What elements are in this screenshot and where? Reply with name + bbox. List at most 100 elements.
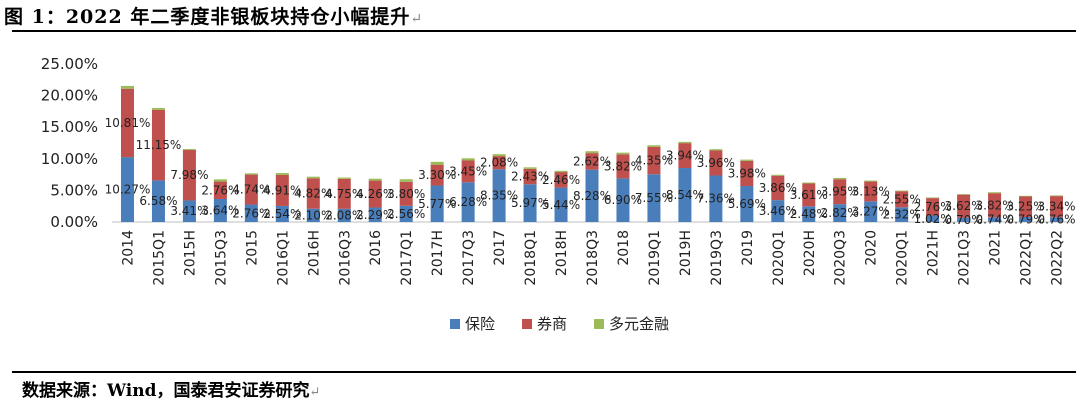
x-tick-label: 2019Q3	[709, 230, 725, 286]
bar-segment	[523, 167, 537, 169]
bar-segment	[368, 207, 382, 222]
data-label: 2.56%	[387, 207, 425, 221]
data-label: 7.36%	[697, 192, 735, 206]
bar-segment	[554, 170, 568, 173]
bar-segment	[492, 154, 506, 157]
data-label: 2.10%	[294, 208, 332, 222]
bar-segment	[213, 181, 227, 199]
bar-segment	[616, 154, 630, 179]
data-label: 2.48%	[790, 207, 828, 221]
x-axis: 2014 2015Q1 2015H 2015Q3 2015 2016Q1 2016H 2016…	[120, 230, 1065, 286]
legend-label: 保险	[465, 315, 495, 333]
data-label: 4.75%	[325, 187, 363, 201]
legend-swatch	[450, 319, 460, 329]
bar-segment	[740, 159, 754, 161]
bar-segment	[120, 88, 134, 158]
data-label: 4.74%	[232, 183, 270, 197]
data-label: 1.02%	[914, 212, 952, 226]
return-mark-icon: ↵	[410, 11, 424, 27]
data-label: 3.61%	[790, 188, 828, 202]
bar-segment	[957, 194, 971, 195]
bar-segment	[306, 178, 320, 209]
bar-segment	[337, 178, 351, 209]
bar-segment	[895, 191, 909, 208]
bar-segment	[244, 204, 258, 222]
data-label: 10.27%	[105, 183, 151, 197]
data-label: 8.28%	[573, 189, 611, 203]
bar-segment	[399, 181, 413, 206]
bar-segment	[647, 145, 661, 147]
bar-segment	[926, 198, 940, 216]
data-label: 6.28%	[449, 195, 487, 209]
data-label: 8.35%	[480, 189, 518, 203]
bar-segment	[275, 174, 289, 206]
bottom-rule	[12, 371, 1076, 373]
x-tick-label: 2015	[244, 230, 260, 266]
bar-segment	[1050, 217, 1064, 222]
data-label: 2.54%	[263, 207, 301, 221]
legend: 保险 券商 多元金融	[450, 315, 669, 333]
x-tick-label: 2016Q1	[275, 230, 291, 286]
bar-segment	[802, 206, 816, 222]
data-label: 0.70%	[945, 213, 983, 227]
bar-segment	[492, 169, 506, 222]
data-label: 3.62%	[945, 199, 983, 213]
x-tick-label: 2020Q1	[895, 230, 911, 286]
data-label: 3.25%	[1006, 200, 1044, 214]
bar-segment	[802, 183, 816, 207]
bar-segment	[182, 150, 196, 201]
x-tick-label: 2016	[368, 230, 384, 266]
x-tick-label: 2020	[864, 230, 880, 266]
bar-segment	[151, 180, 165, 222]
x-tick-label: 2021	[988, 230, 1004, 266]
x-tick-label: 2022Q2	[1050, 230, 1066, 286]
y-tick-label: 0.00%	[50, 213, 98, 231]
chart-title: 图 1：2022 年二季度非银板块持仓小幅提升↵	[4, 6, 424, 28]
bar-segment	[523, 168, 537, 185]
data-label: 3.95%	[821, 185, 859, 199]
bar-segment	[895, 190, 909, 192]
data-label: 3.64%	[201, 203, 239, 217]
x-tick-label: 2017Q3	[461, 230, 477, 286]
data-label: 2.46%	[542, 173, 580, 187]
bar-segment	[740, 186, 754, 222]
bar-segment	[306, 176, 320, 179]
bar-segment	[244, 174, 258, 205]
data-label: 5.69%	[728, 197, 766, 211]
bar-segment	[833, 204, 847, 222]
bar-segment	[585, 151, 599, 154]
data-label: 3.13%	[852, 184, 890, 198]
bar-segment	[461, 160, 475, 183]
data-label: 3.98%	[728, 166, 766, 180]
bar-segment	[585, 153, 599, 170]
data-label: 4.91%	[263, 183, 301, 197]
data-label: 2.29%	[356, 208, 394, 222]
data-label: 3.34%	[1037, 200, 1075, 214]
y-tick-label: 20.00%	[41, 87, 98, 105]
legend-swatch	[522, 319, 532, 329]
data-label: 2.76%	[914, 200, 952, 214]
data-label: 6.58%	[139, 194, 177, 208]
x-tick-label: 2015Q1	[151, 230, 167, 286]
data-label: 2.76%	[201, 183, 239, 197]
data-label: 7.55%	[635, 191, 673, 205]
data-label: 2.82%	[821, 206, 859, 220]
data-label: 2.08%	[480, 156, 518, 170]
bar-segment	[182, 149, 196, 151]
x-tick-label: 2018Q3	[585, 230, 601, 286]
bar-segment	[709, 150, 723, 176]
x-tick-label: 2020H	[802, 230, 818, 276]
bar-segment	[492, 156, 506, 170]
data-label: 3.27%	[852, 205, 890, 219]
data-label: 3.30%	[418, 168, 456, 182]
x-tick-label: 2015Q3	[213, 230, 229, 286]
bar-segment	[430, 185, 444, 222]
bar-segment	[616, 178, 630, 222]
data-label: 3.96%	[697, 156, 735, 170]
bar-segment	[926, 197, 940, 199]
bar-segment	[523, 184, 537, 222]
data-label: 3.82%	[976, 198, 1014, 212]
bar-segment	[368, 178, 382, 181]
x-tick-label: 2017Q1	[399, 230, 415, 286]
x-tick-label: 2018	[616, 230, 632, 266]
